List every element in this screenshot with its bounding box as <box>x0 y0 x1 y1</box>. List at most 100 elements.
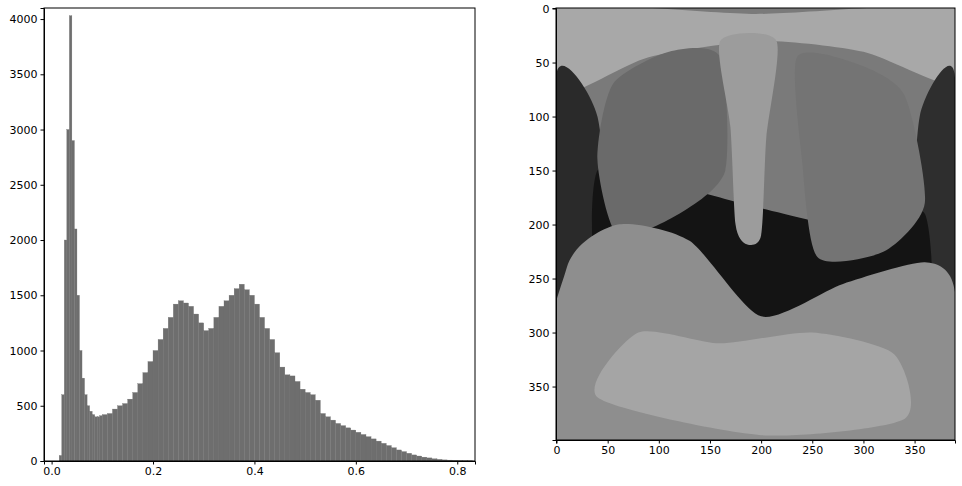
tick-label: 200 <box>751 444 772 457</box>
tick: 1500 <box>10 289 45 302</box>
tick: 50 <box>601 440 615 457</box>
tick: 50 <box>536 57 557 70</box>
tick-mark <box>863 440 864 444</box>
tick-label: 100 <box>529 111 550 124</box>
tick-mark <box>153 461 154 465</box>
plot-frame <box>44 8 475 461</box>
tick: 3500 <box>10 68 45 81</box>
image-uvula <box>719 33 778 245</box>
image-left-arch <box>597 48 727 236</box>
tick: 250 <box>802 440 823 457</box>
hist-bar <box>386 446 391 461</box>
hist-bar <box>401 452 406 461</box>
hist-bar <box>95 417 98 461</box>
x-axis: 0 50 100 150 200 250 300 350 <box>554 440 956 457</box>
hist-bar <box>270 339 275 461</box>
tick-mark <box>41 185 45 186</box>
tick-mark <box>41 406 45 407</box>
hist-bar <box>290 376 295 461</box>
tick-label: 350 <box>905 444 926 457</box>
image-tongue-light <box>594 331 911 435</box>
tick: 250 <box>529 273 557 286</box>
tick-mark <box>41 130 45 131</box>
tick: 0 <box>31 455 45 468</box>
hist-bar <box>325 417 330 461</box>
tick: 0.4 <box>246 461 264 478</box>
hist-bar <box>183 303 188 461</box>
tick-label: 0 <box>31 455 38 468</box>
hist-bar <box>391 448 396 461</box>
hist-bar <box>295 381 300 461</box>
hist-bar <box>72 141 75 461</box>
image <box>556 8 955 440</box>
hist-bar <box>422 457 427 461</box>
tick-label: 3500 <box>10 68 38 81</box>
hist-bar <box>178 301 183 461</box>
tick-mark <box>41 295 45 296</box>
axis-line <box>557 441 956 444</box>
tick: 200 <box>751 440 772 457</box>
tick-label: 0 <box>554 444 561 457</box>
hist-bar <box>330 420 335 461</box>
hist-bar <box>315 400 320 461</box>
tick-label: 50 <box>536 57 550 70</box>
tick-mark <box>553 9 557 10</box>
hist-bar <box>275 353 280 461</box>
hist-bar <box>59 455 62 461</box>
hist-bar <box>300 389 305 461</box>
hist-bar <box>280 367 285 461</box>
hist-bar <box>118 406 123 461</box>
hist-bar <box>194 314 199 461</box>
y-axis: 05001000150020002500300035004000 <box>10 9 45 469</box>
hist-bar <box>82 378 85 461</box>
tick-mark <box>41 240 45 241</box>
hist-bar <box>285 375 290 461</box>
hist-bar <box>336 423 341 461</box>
tick-label: 250 <box>802 444 823 457</box>
hist-bar <box>64 240 67 461</box>
x-axis: 0.00.20.40.60.8 <box>43 461 475 478</box>
hist-bar <box>209 328 214 461</box>
tick-mark <box>553 333 557 334</box>
hist-bar <box>112 409 117 461</box>
tick: 3000 <box>10 124 45 137</box>
hist-bar <box>69 16 72 461</box>
tick: 500 <box>17 400 45 413</box>
figure: 0.00.20.40.60.80500100015002000250030003… <box>0 0 962 486</box>
tick-label: 500 <box>17 400 38 413</box>
tick: 100 <box>649 440 670 457</box>
hist-bar <box>74 229 77 461</box>
tick-label: 2500 <box>10 179 38 192</box>
hist-bar <box>396 450 401 461</box>
hist-bar <box>102 415 107 461</box>
tick-label: 350 <box>529 381 550 394</box>
hist-bar <box>128 399 133 461</box>
hist-bar <box>168 317 173 461</box>
hist-bar <box>163 328 168 461</box>
tick-label: 150 <box>700 444 721 457</box>
tick-label: 0.2 <box>145 465 163 478</box>
hist-bar <box>417 456 422 461</box>
tick: 1000 <box>10 345 45 358</box>
hist-bar <box>85 395 88 461</box>
axis-line <box>45 462 476 465</box>
image-tongue <box>556 224 955 440</box>
image-background <box>556 8 955 440</box>
hist-bar <box>381 443 386 461</box>
tick-mark <box>254 461 255 465</box>
tick-label: 0.4 <box>246 465 264 478</box>
tick-label: 3000 <box>10 124 38 137</box>
tick-mark <box>52 461 53 465</box>
hist-bar <box>249 295 254 461</box>
hist-bar <box>92 415 95 461</box>
tick-mark <box>41 74 45 75</box>
hist-bar <box>133 392 138 461</box>
tick: 2500 <box>10 179 45 192</box>
tick-label: 300 <box>853 444 874 457</box>
tick: 0.0 <box>43 461 61 478</box>
hist-bar <box>107 413 112 461</box>
tick-label: 200 <box>529 219 550 232</box>
tick-mark <box>659 440 660 444</box>
hist-bar <box>305 392 310 461</box>
hist-bar <box>87 406 90 461</box>
